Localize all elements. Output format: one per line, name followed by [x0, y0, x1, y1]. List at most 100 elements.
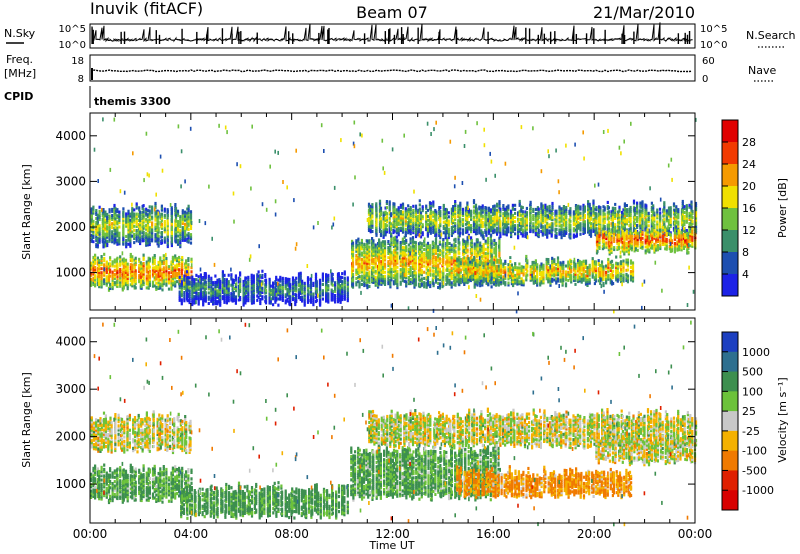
- power-cell: [459, 201, 462, 205]
- power-cell: [129, 244, 132, 248]
- power-cell: [368, 284, 371, 288]
- power-cell: [252, 288, 255, 292]
- power-cell: [299, 273, 302, 277]
- power-cell: [184, 230, 187, 234]
- power-cell: [186, 294, 189, 298]
- power-cell: [264, 278, 268, 282]
- power-cell: [108, 220, 111, 224]
- power-cell: [193, 295, 196, 299]
- power-cell: [109, 268, 112, 272]
- power-cell: [225, 278, 228, 282]
- power-cell: [490, 233, 493, 237]
- power-cell: [127, 232, 130, 236]
- power-cell: [90, 235, 93, 239]
- power-cell: [129, 269, 132, 273]
- power-cell: [529, 200, 532, 204]
- power-cell: [129, 218, 132, 222]
- power-cell: [183, 284, 186, 288]
- power-cell: [124, 264, 128, 268]
- power-cell: [223, 292, 226, 296]
- power-cell: [309, 277, 313, 281]
- power-cell: [119, 261, 122, 265]
- power-cell: [170, 232, 173, 235]
- power-cell: [96, 241, 99, 245]
- power-cell: [341, 296, 344, 300]
- power-cell: [155, 265, 158, 269]
- power-cell: [170, 215, 173, 219]
- power-cell: [114, 221, 117, 225]
- power-cell: [385, 212, 388, 216]
- power-cell: [432, 270, 435, 274]
- power-cell: [171, 262, 174, 266]
- power-cell: [387, 268, 390, 272]
- power-cell: [210, 291, 213, 295]
- power-cell: [476, 238, 479, 242]
- power-cell: [116, 228, 119, 232]
- power-cell: [154, 233, 157, 237]
- power-cell: [129, 263, 132, 267]
- power-cell: [134, 256, 137, 260]
- power-cell: [199, 283, 202, 287]
- power-cell: [153, 256, 156, 259]
- power-cell: [98, 275, 101, 279]
- power-cell: [135, 204, 138, 208]
- power-cell: [111, 209, 114, 213]
- power-cell: [166, 213, 169, 217]
- power-cell: [191, 279, 194, 283]
- power-cell: [299, 271, 302, 275]
- power-cell: [426, 208, 429, 212]
- power-cell: [166, 242, 169, 246]
- power-cell: [242, 287, 245, 291]
- power-cell: [291, 296, 295, 300]
- power-cell: [107, 278, 111, 282]
- power-cell: [148, 279, 151, 283]
- power-cell: [247, 296, 250, 300]
- power-cell: [197, 279, 200, 283]
- power-cell: [383, 262, 387, 266]
- power-cell: [470, 236, 473, 240]
- power-cell: [151, 258, 155, 262]
- power-cell: [125, 241, 128, 245]
- power-cell: [124, 268, 128, 272]
- power-cell: [129, 230, 132, 234]
- power-cell: [486, 237, 490, 241]
- power-cell: [134, 286, 137, 290]
- power-cell: [106, 244, 109, 248]
- power-cell: [191, 298, 194, 302]
- power-cell: [319, 287, 322, 291]
- power-cell: [102, 237, 105, 241]
- power-cell: [442, 267, 445, 271]
- power-cell: [171, 257, 174, 261]
- power-cell: [98, 283, 101, 287]
- power-cell: [446, 254, 449, 258]
- power-cell: [216, 289, 219, 293]
- power-cell: [299, 291, 302, 295]
- power-cell: [478, 205, 481, 209]
- power-cell: [216, 302, 219, 306]
- power-cell: [131, 255, 134, 259]
- power-cell: [166, 237, 169, 241]
- power-cell: [368, 239, 371, 243]
- power-cell: [297, 276, 301, 280]
- power-cell: [454, 200, 457, 203]
- power-cell: [268, 287, 271, 291]
- power-cell: [396, 251, 399, 255]
- power-cell: [98, 236, 101, 240]
- power-cell: [133, 220, 136, 224]
- power-cell: [180, 290, 183, 294]
- power-cell: [189, 210, 193, 214]
- sky-left-tick-top: 10^5: [59, 24, 86, 35]
- power-cell: [288, 292, 291, 296]
- power-cell: [184, 226, 187, 230]
- power-cell: [145, 266, 148, 270]
- power-cell: [129, 214, 132, 218]
- power-cell: [138, 259, 141, 263]
- power-cell: [281, 278, 284, 282]
- power-cell: [187, 238, 190, 242]
- power-cell: [315, 290, 318, 294]
- power-cell: [245, 297, 248, 301]
- power-cell: [94, 274, 97, 278]
- power-cell: [108, 227, 111, 231]
- nave-label: Nave: [748, 64, 776, 77]
- power-cell: [98, 218, 101, 222]
